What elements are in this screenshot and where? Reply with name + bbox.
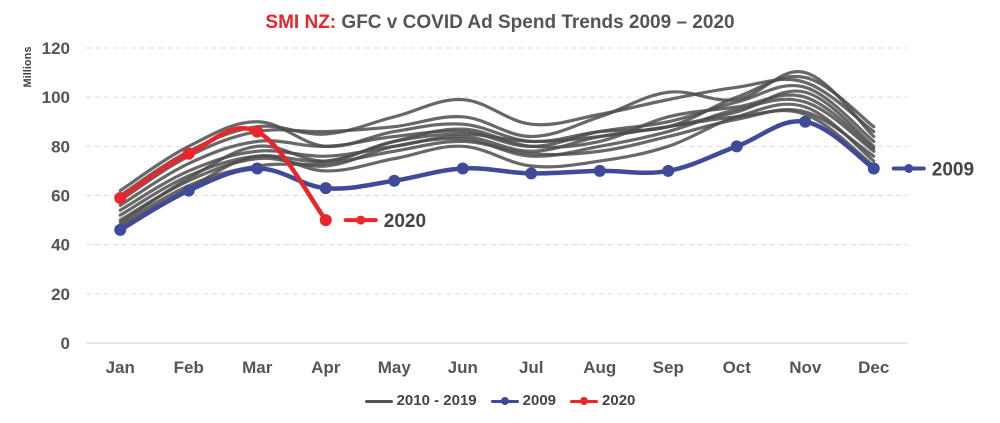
- chart-title-brand: SMI NZ:: [265, 12, 337, 33]
- legend-item-2009: 2009: [490, 392, 557, 409]
- y-tick-label: 120: [42, 39, 70, 58]
- chart-title-text: GFC v COVID Ad Spend Trends 2009 – 2020: [336, 12, 735, 33]
- chart-title: SMI NZ: GFC v COVID Ad Spend Trends 2009…: [0, 12, 1000, 34]
- annotation-label-2020: 2020: [384, 211, 426, 232]
- legend-label-background: 2010 - 2019: [396, 392, 477, 409]
- background-series-line: [118, 102, 876, 230]
- y-tick-label: 80: [51, 137, 70, 156]
- legend-swatch-2009: [490, 396, 519, 406]
- series-point-2020: [114, 191, 127, 204]
- x-tick-label: Sep: [653, 358, 684, 377]
- series-point-2009: [388, 174, 401, 187]
- y-tick-label: 100: [42, 88, 70, 107]
- background-series-line: [118, 108, 876, 225]
- y-tick-label: 60: [51, 187, 70, 206]
- x-tick-label: Jan: [106, 358, 135, 377]
- x-tick-label: Nov: [789, 358, 822, 377]
- x-tick-label: Dec: [858, 358, 889, 377]
- series-point-2009: [593, 164, 606, 177]
- legend-item-background: 2010 - 2019: [364, 392, 477, 409]
- y-tick-label: 40: [51, 236, 70, 255]
- background-series-line: [118, 84, 876, 207]
- x-tick-label: Oct: [723, 358, 752, 377]
- highlight-series-lines: [114, 115, 880, 236]
- series-point-2009: [114, 223, 127, 236]
- x-tick-label: May: [378, 358, 412, 377]
- x-tick-label: Jun: [448, 358, 478, 377]
- x-tick-label: Feb: [174, 358, 204, 377]
- end-annotations: 2009 2020: [343, 159, 974, 232]
- background-series-line: [118, 74, 876, 193]
- series-point-2020: [319, 214, 332, 227]
- annotation-dot-2009: [904, 163, 914, 173]
- series-point-2020: [182, 147, 195, 160]
- series-point-2009: [867, 162, 880, 175]
- annotation-label-2009: 2009: [932, 159, 974, 180]
- legend-swatch-2020: [570, 396, 599, 406]
- legend-label-2020: 2020: [602, 392, 636, 409]
- y-tick-label: 20: [51, 285, 70, 304]
- legend-swatch-background: [364, 396, 393, 406]
- series-point-2020: [251, 125, 264, 138]
- x-tick-label: Mar: [242, 358, 273, 377]
- background-series-line: [118, 70, 876, 203]
- series-line-2020: [118, 125, 328, 223]
- x-tick-label: Aug: [583, 358, 616, 377]
- series-point-2009: [525, 167, 538, 180]
- legend: 2010 - 2019 2009 2020: [0, 392, 1000, 409]
- series-point-2009: [182, 184, 195, 197]
- y-tick-labels: 0 20 40 60 80 100 120: [42, 39, 70, 353]
- series-point-2009: [799, 115, 812, 128]
- y-tick-label: 0: [61, 334, 70, 353]
- grid-lines: [86, 47, 908, 344]
- annotation-dot-2020: [356, 215, 366, 225]
- x-tick-labels: Jan Feb Mar Apr May Jun Jul Aug Sep Oct Nov Dec: [106, 358, 890, 377]
- legend-item-2020: 2020: [570, 392, 635, 409]
- legend-label-2009: 2009: [522, 392, 557, 409]
- series-point-2009: [456, 162, 469, 175]
- x-tick-label: Apr: [311, 358, 341, 377]
- series-point-2009: [319, 182, 332, 195]
- background-series-lines: [118, 70, 876, 230]
- x-tick-label: Jul: [519, 358, 544, 377]
- series-point-2009: [251, 162, 264, 175]
- series-point-2009: [730, 140, 743, 153]
- series-point-2009: [662, 164, 675, 177]
